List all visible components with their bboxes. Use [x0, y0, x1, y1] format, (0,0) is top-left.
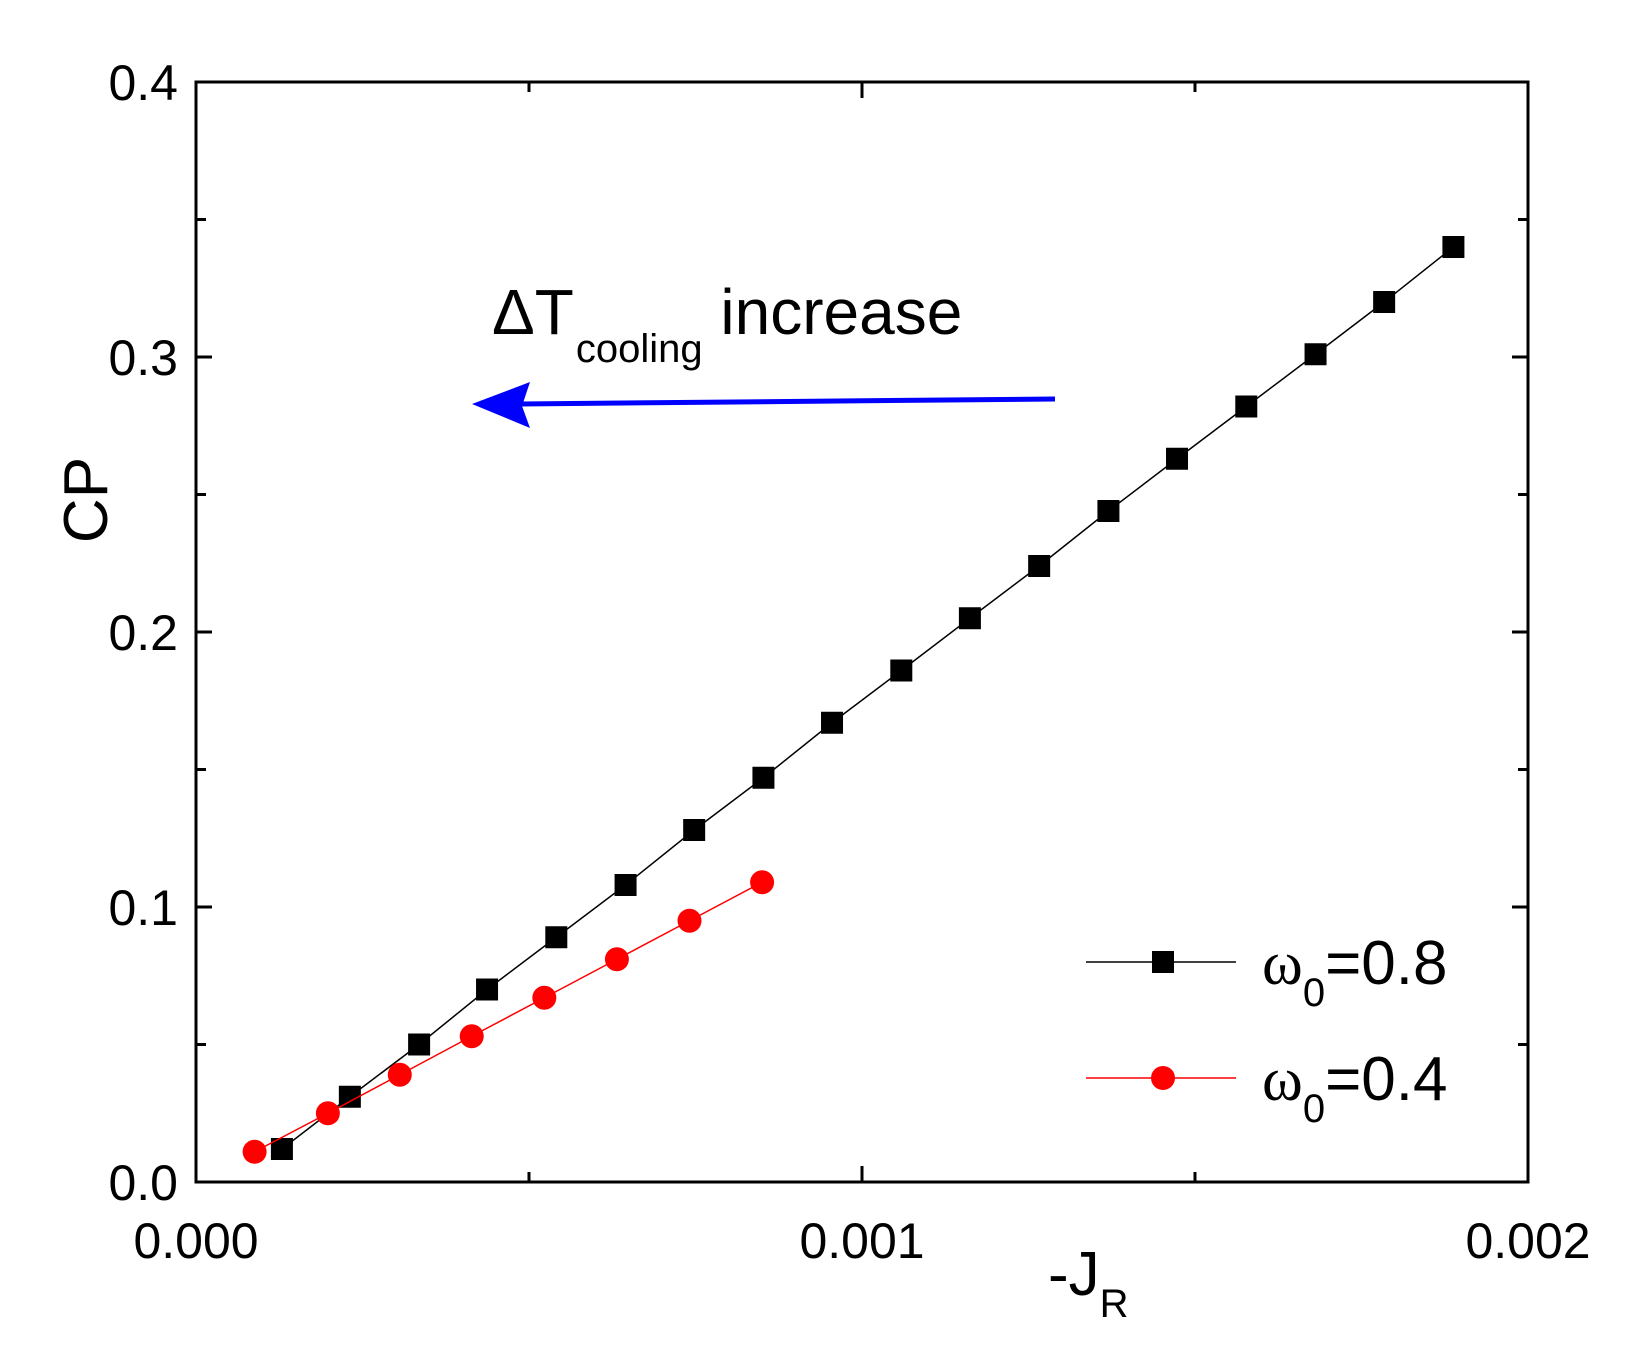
data-point-circle: [315, 1101, 340, 1126]
legend-marker-0: [1152, 951, 1174, 973]
y-tick-label: 0.3: [108, 330, 178, 386]
data-point-square: [1304, 343, 1327, 366]
data-point-square: [338, 1085, 361, 1108]
legend: ω0=0.8 ω0=0.4: [1086, 929, 1447, 1131]
data-point-circle: [459, 1024, 484, 1049]
data-point-circle: [387, 1062, 412, 1087]
legend-value-1: =0.4: [1325, 1045, 1447, 1114]
legend-value-0: =0.8: [1325, 929, 1447, 998]
annotation-text: ΔTcooling increase: [492, 276, 962, 371]
x-axis-title: -JR: [1048, 1240, 1129, 1326]
x-tick-label: 0.000: [133, 1213, 258, 1269]
y-tick-label: 0.0: [108, 1155, 178, 1211]
annotation-arrow: [472, 382, 1056, 428]
data-point-square: [1166, 447, 1189, 470]
x-tick-label: 0.001: [799, 1213, 924, 1269]
data-point-square: [1235, 395, 1258, 418]
legend-sub-0: 0: [1303, 971, 1325, 1015]
data-point-square: [1028, 555, 1051, 577]
data-point-circle: [604, 947, 629, 972]
data-point-square: [1442, 236, 1465, 258]
plot-frame: [194, 80, 1530, 1184]
legend-symbol-1: ω: [1262, 1046, 1303, 1114]
data-point-square: [545, 926, 568, 949]
data-point-square: [683, 819, 706, 841]
x-axis-title-sub: R: [1100, 1282, 1129, 1326]
arrow-shaft: [519, 396, 1056, 407]
x-axis-title-main: -J: [1048, 1240, 1100, 1309]
y-tick-label: 0.4: [108, 55, 178, 111]
data-point-square: [821, 711, 844, 734]
annotation-T: T: [535, 276, 574, 348]
data-point-square: [476, 978, 499, 1001]
annotation-rest: increase: [703, 276, 963, 348]
arrow-head: [472, 382, 530, 428]
annotation-delta: Δ: [492, 276, 535, 348]
series-layer: [242, 236, 1465, 1164]
legend-symbol-0: ω: [1262, 930, 1303, 998]
data-point-square: [270, 1138, 293, 1160]
x-tick-label: 0.002: [1465, 1213, 1590, 1269]
data-point-circle: [750, 870, 775, 895]
data-point-square: [408, 1033, 431, 1056]
legend-sub-1: 0: [1303, 1087, 1325, 1131]
data-point-circle: [532, 985, 557, 1010]
legend-label-1: ω0=0.4: [1262, 1045, 1447, 1131]
y-tick-label: 0.2: [108, 605, 178, 661]
data-point-square: [1373, 291, 1396, 313]
annotation-subscript: cooling: [576, 327, 703, 371]
series-line-0: [281, 246, 1454, 1150]
data-point-circle: [677, 908, 702, 933]
data-point-square: [752, 766, 775, 789]
data-point-square: [1097, 500, 1120, 522]
ticks-layer: 0.000 0.001 0.002 0.0 0.1 0.2 0.3 0.4: [108, 55, 1590, 1269]
y-axis-title: CP: [52, 457, 121, 543]
legend-label-0: ω0=0.8: [1262, 929, 1447, 1015]
series-line-1: [254, 881, 763, 1153]
legend-marker-1: [1151, 1066, 1175, 1090]
y-tick-label: 0.1: [108, 880, 178, 936]
data-point-square: [614, 874, 637, 896]
data-point-square: [890, 659, 913, 682]
data-point-square: [958, 607, 981, 630]
data-point-circle: [242, 1139, 267, 1164]
